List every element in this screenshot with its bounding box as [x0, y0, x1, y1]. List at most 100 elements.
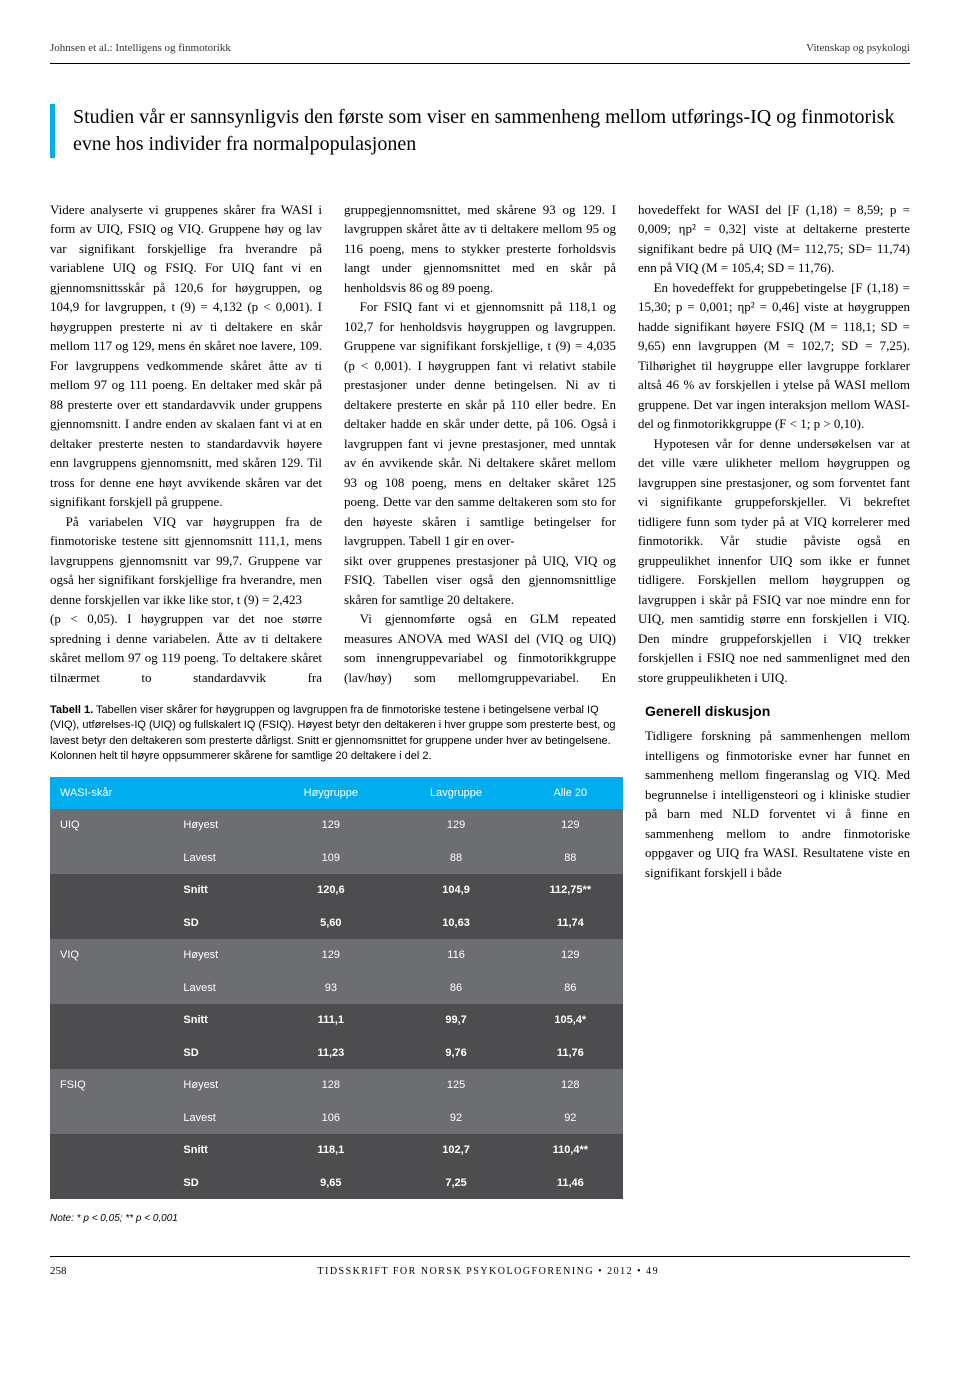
table-cell: 110,4** [518, 1134, 623, 1167]
table-cell: 11,76 [518, 1037, 623, 1070]
table-cell: 5,60 [267, 907, 394, 940]
table-cell: 118,1 [267, 1134, 394, 1167]
table-cell: 99,7 [394, 1004, 517, 1037]
body-para: Videre analyserte vi gruppenes skårer fr… [50, 200, 322, 512]
table-cell: 116 [394, 939, 517, 972]
table-cell [50, 972, 173, 1005]
body-para: En hovedeffekt for gruppebetingelse [F (… [638, 278, 910, 434]
table-cell: Lavest [173, 842, 267, 875]
table-cell: 105,4* [518, 1004, 623, 1037]
table-cell: 7,25 [394, 1167, 517, 1200]
table-cell [50, 874, 173, 907]
table-cell [50, 907, 173, 940]
footer-journal: TIDSSKRIFT FOR NORSK PSYKOLOGFORENING • … [317, 1264, 659, 1279]
table-col-header: Alle 20 [518, 777, 623, 810]
table-cell: Lavest [173, 1102, 267, 1135]
table-cell [50, 1004, 173, 1037]
table-cell: 125 [394, 1069, 517, 1102]
table-cell: 112,75** [518, 874, 623, 907]
table-cell: Snitt [173, 1134, 267, 1167]
table-row: Lavest1069292 [50, 1102, 623, 1135]
lower-section: Tabell 1. Tabellen viser skårer for høyg… [50, 687, 910, 1226]
table-cell: 11,74 [518, 907, 623, 940]
table-cell: Lavest [173, 972, 267, 1005]
table-row: SD5,6010,6311,74 [50, 907, 623, 940]
pull-quote: Studien vår er sannsynligvis den første … [50, 104, 910, 158]
table-cell: 11,23 [267, 1037, 394, 1070]
table-cell [50, 842, 173, 875]
table-cell: 129 [267, 809, 394, 842]
table-cell: 120,6 [267, 874, 394, 907]
table-cell: 9,65 [267, 1167, 394, 1200]
table-cell: 88 [394, 842, 517, 875]
table-caption: Tabell 1. Tabellen viser skårer for høyg… [50, 703, 623, 765]
table-cell: VIQ [50, 939, 173, 972]
table-cell [50, 1167, 173, 1200]
table-row: Lavest1098888 [50, 842, 623, 875]
table-cell: SD [173, 907, 267, 940]
body-para: sikt over gruppenes prestasjoner på UIQ,… [344, 551, 616, 610]
table-cell: Snitt [173, 874, 267, 907]
table-col-header: Lavgruppe [394, 777, 517, 810]
table-note: Note: * p < 0,05; ** p < 0,001 [50, 1211, 623, 1226]
table-header-row: WASI-skår Høygruppe Lavgruppe Alle 20 [50, 777, 623, 810]
table-cell [50, 1134, 173, 1167]
right-column-continuation: Generell diskusjon Tidligere forskning p… [645, 687, 910, 882]
section-heading: Generell diskusjon [645, 701, 910, 722]
table-row: Snitt120,6104,9112,75** [50, 874, 623, 907]
header-divider [50, 63, 910, 64]
table-cell: 9,76 [394, 1037, 517, 1070]
table-row: FSIQHøyest128125128 [50, 1069, 623, 1102]
page-number: 258 [50, 1263, 67, 1280]
table-cell: 11,46 [518, 1167, 623, 1200]
table-row: Lavest938686 [50, 972, 623, 1005]
running-header: Johnsen et al.: Intelligens og finmotori… [50, 40, 910, 57]
table-cell: 129 [394, 809, 517, 842]
table-row: SD9,657,2511,46 [50, 1167, 623, 1200]
results-table: WASI-skår Høygruppe Lavgruppe Alle 20 UI… [50, 777, 623, 1200]
table-cell: 93 [267, 972, 394, 1005]
table-cell: 92 [518, 1102, 623, 1135]
table-row: VIQHøyest129116129 [50, 939, 623, 972]
body-para: Tidligere forskning på sammenhengen mell… [645, 726, 910, 882]
table-row: SD11,239,7611,76 [50, 1037, 623, 1070]
table-cell: 129 [267, 939, 394, 972]
table-cell [50, 1102, 173, 1135]
table-cell: SD [173, 1167, 267, 1200]
table-cell: Høyest [173, 1069, 267, 1102]
table-col-header: Høygruppe [267, 777, 394, 810]
table-cell: FSIQ [50, 1069, 173, 1102]
table-cell: 86 [518, 972, 623, 1005]
table-col-header: WASI-skår [50, 777, 173, 810]
table-cell: 128 [267, 1069, 394, 1102]
table-row: Snitt111,199,7105,4* [50, 1004, 623, 1037]
table-cell: 104,9 [394, 874, 517, 907]
header-right: Vitenskap og psykologi [806, 40, 910, 57]
table-cell: Snitt [173, 1004, 267, 1037]
table-cell: 129 [518, 809, 623, 842]
body-para: Hypotesen vår for denne undersøkelsen va… [638, 434, 910, 688]
table-cell: 102,7 [394, 1134, 517, 1167]
page-footer: 258 TIDSSKRIFT FOR NORSK PSYKOLOGFORENIN… [50, 1256, 910, 1280]
table-row: Snitt118,1102,7110,4** [50, 1134, 623, 1167]
body-para: På variabelen VIQ var høygruppen fra de … [50, 512, 322, 610]
table-cell: 92 [394, 1102, 517, 1135]
table-cell: 88 [518, 842, 623, 875]
table-block: Tabell 1. Tabellen viser skårer for høyg… [50, 687, 623, 1226]
table-cell: 109 [267, 842, 394, 875]
table-cell: UIQ [50, 809, 173, 842]
body-columns: Videre analyserte vi gruppenes skårer fr… [50, 200, 910, 688]
table-cell: 10,63 [394, 907, 517, 940]
table-row: UIQHøyest129129129 [50, 809, 623, 842]
table-cell: Høyest [173, 809, 267, 842]
table-cell: 129 [518, 939, 623, 972]
header-left: Johnsen et al.: Intelligens og finmotori… [50, 40, 231, 57]
table-cell: 86 [394, 972, 517, 1005]
table-cell: 106 [267, 1102, 394, 1135]
table-cell [50, 1037, 173, 1070]
body-para: For FSIQ fant vi et gjennomsnitt på 118,… [344, 297, 616, 551]
table-cell: 111,1 [267, 1004, 394, 1037]
table-cell: 128 [518, 1069, 623, 1102]
table-col-header [173, 777, 267, 810]
table-cell: Høyest [173, 939, 267, 972]
